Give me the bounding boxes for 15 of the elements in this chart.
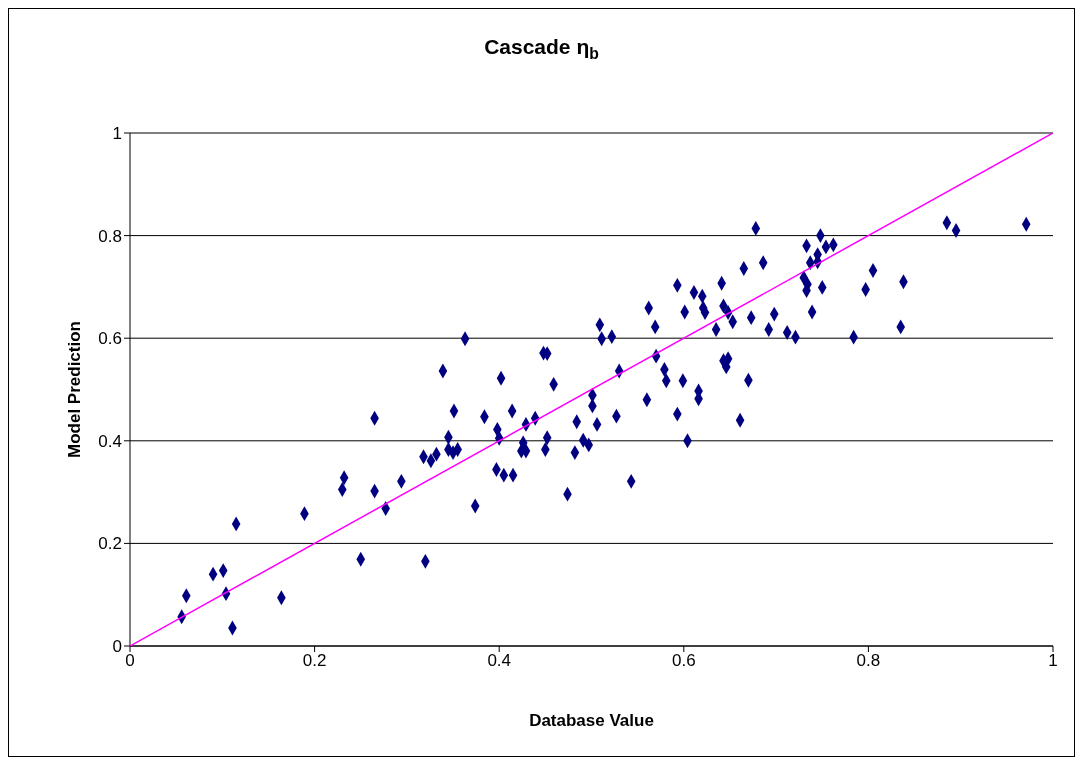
y-tick-label: 0.4 <box>98 431 122 451</box>
y-tick-label: 0.2 <box>98 534 122 554</box>
x-tick-label: 1 <box>1048 651 1058 671</box>
y-tick-label: 1 <box>112 124 122 144</box>
x-tick-label: 0.4 <box>487 651 512 671</box>
x-tick-label: 0.6 <box>671 651 696 671</box>
x-tick-label: 0.2 <box>302 651 327 671</box>
x-tick-label: 0 <box>125 651 135 671</box>
y-tick-label: 0 <box>112 637 122 657</box>
y-tick-label: 0.6 <box>98 329 122 349</box>
y-axis-title: Model Prediction <box>65 321 84 458</box>
x-tick-label: 0.8 <box>856 651 881 671</box>
x-axis-title: Database Value <box>529 711 654 730</box>
y-tick-label: 0.8 <box>98 226 122 246</box>
chart-title: Cascade η$_{b}$ <box>484 35 599 62</box>
